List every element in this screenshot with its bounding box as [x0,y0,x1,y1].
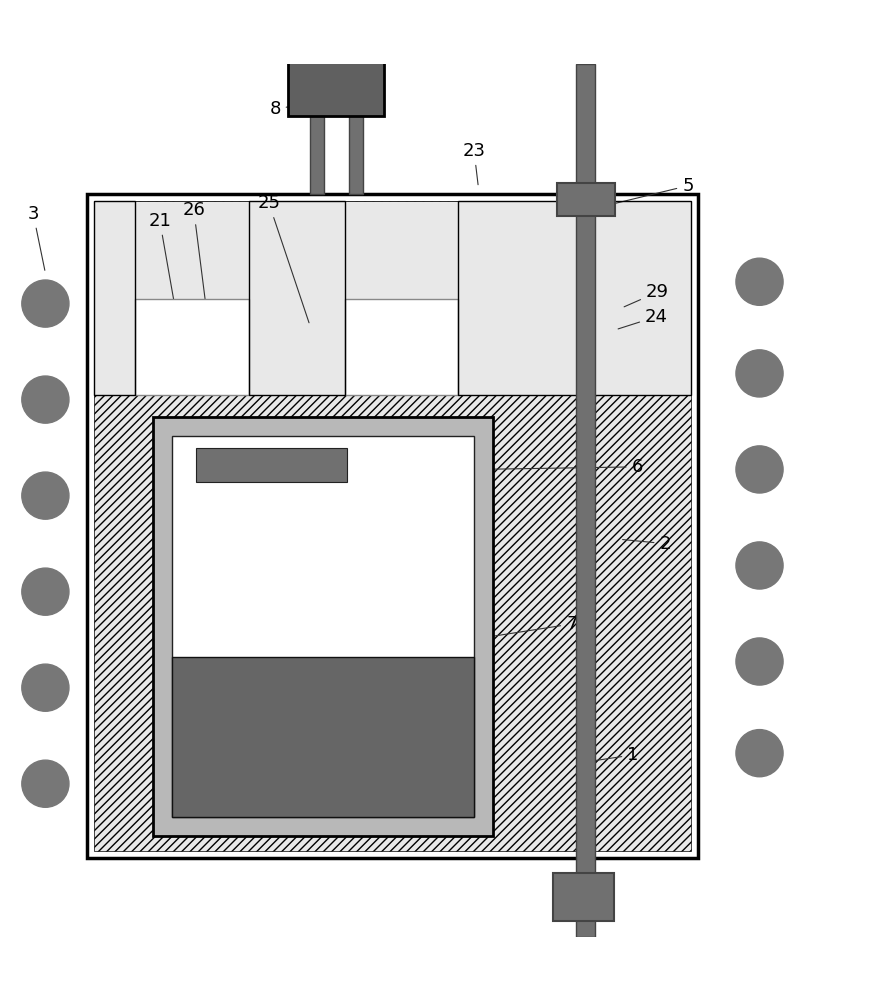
Text: 25: 25 [258,194,309,323]
Text: 3: 3 [27,205,45,270]
Text: 1: 1 [577,746,639,764]
Bar [135,299,249,395]
Text: 5: 5 [601,177,694,207]
Circle shape [22,568,69,615]
Circle shape [22,280,69,327]
Text: 26: 26 [182,201,210,331]
Circle shape [22,664,69,711]
Bar [94,201,691,395]
Bar [172,657,474,817]
Bar [196,448,347,482]
Bar [458,201,691,395]
Text: 6: 6 [478,458,643,476]
Circle shape [736,350,783,397]
Bar [345,299,458,395]
Bar [172,436,474,817]
Text: 7: 7 [417,615,578,648]
Bar [94,201,691,851]
Bar [153,417,493,836]
Text: 29: 29 [624,283,669,307]
Bar [288,33,384,116]
Text: 4: 4 [746,360,759,378]
Circle shape [22,760,69,807]
Text: 24: 24 [618,308,668,329]
Circle shape [736,638,783,685]
Text: 21: 21 [148,212,178,327]
Bar [349,112,363,194]
Text: 2: 2 [622,535,671,553]
Text: 9: 9 [551,875,574,893]
Bar [310,112,324,194]
Circle shape [22,472,69,519]
Circle shape [736,446,783,493]
Bar [94,201,135,395]
Bar [249,201,345,395]
Circle shape [22,376,69,423]
Circle shape [736,730,783,777]
Circle shape [736,258,783,305]
Bar [576,64,595,936]
Text: 23: 23 [463,142,485,185]
Bar [87,194,698,858]
Bar [557,183,615,216]
Circle shape [736,542,783,589]
Text: 8: 8 [269,99,342,118]
Bar [553,873,614,921]
